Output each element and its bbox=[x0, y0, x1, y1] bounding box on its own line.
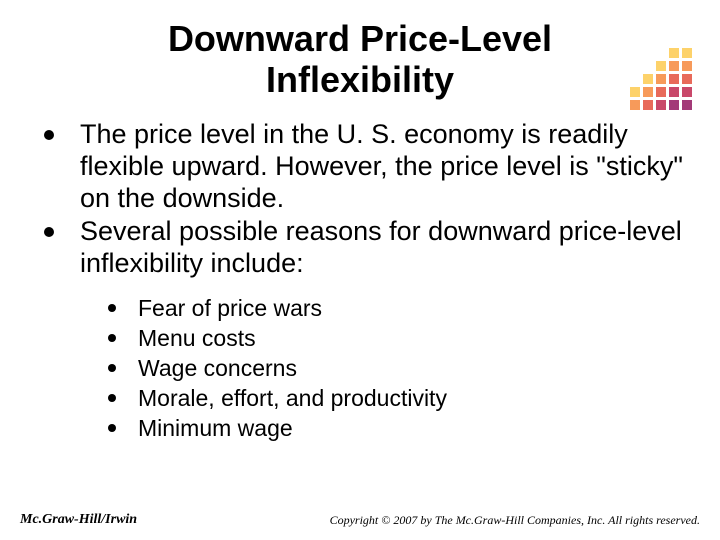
decor-square bbox=[682, 48, 692, 58]
decor-square bbox=[682, 61, 692, 71]
decor-square bbox=[656, 74, 666, 84]
footer-copyright: Copyright © 2007 by The Mc.Graw-Hill Com… bbox=[330, 513, 700, 528]
decor-square bbox=[669, 100, 679, 110]
decor-square bbox=[643, 61, 653, 71]
decor-square bbox=[643, 87, 653, 97]
sub-bullet-list: Fear of price wars Menu costs Wage conce… bbox=[30, 294, 690, 443]
decor-square bbox=[630, 61, 640, 71]
decor-square bbox=[656, 100, 666, 110]
sub-bullet-item: Wage concerns bbox=[108, 354, 690, 384]
decor-square bbox=[630, 100, 640, 110]
decor-square bbox=[656, 48, 666, 58]
decor-square bbox=[669, 61, 679, 71]
bullet-text: The price level in the U. S. economy is … bbox=[80, 119, 683, 213]
bullet-item: The price level in the U. S. economy is … bbox=[44, 119, 690, 215]
main-bullet-list: The price level in the U. S. economy is … bbox=[30, 119, 690, 280]
sub-bullet-text: Morale, effort, and productivity bbox=[138, 385, 447, 411]
bullet-item: Several possible reasons for downward pr… bbox=[44, 216, 690, 280]
sub-bullet-text: Menu costs bbox=[138, 325, 256, 351]
footer-publisher: Mc.Graw-Hill/Irwin bbox=[20, 512, 137, 528]
decor-square bbox=[643, 100, 653, 110]
bullet-text: Several possible reasons for downward pr… bbox=[80, 216, 682, 278]
decor-square bbox=[682, 87, 692, 97]
decor-square bbox=[630, 87, 640, 97]
decor-square bbox=[682, 100, 692, 110]
title-line-2: Inflexibility bbox=[266, 59, 454, 100]
decor-square bbox=[643, 48, 653, 58]
decor-square bbox=[669, 87, 679, 97]
decor-square bbox=[682, 74, 692, 84]
corner-decor bbox=[630, 48, 692, 110]
sub-bullet-text: Wage concerns bbox=[138, 355, 297, 381]
sub-bullet-item: Morale, effort, and productivity bbox=[108, 384, 690, 414]
sub-bullet-item: Minimum wage bbox=[108, 414, 690, 444]
slide: Downward Price-Level Inflexibility The p… bbox=[0, 0, 720, 540]
decor-square bbox=[669, 74, 679, 84]
decor-square bbox=[669, 48, 679, 58]
sub-bullet-item: Fear of price wars bbox=[108, 294, 690, 324]
slide-title: Downward Price-Level Inflexibility bbox=[30, 18, 690, 101]
title-line-1: Downward Price-Level bbox=[168, 18, 552, 59]
sub-bullet-item: Menu costs bbox=[108, 324, 690, 354]
footer: Mc.Graw-Hill/Irwin Copyright © 2007 by T… bbox=[20, 512, 700, 528]
decor-square bbox=[656, 61, 666, 71]
decor-square bbox=[643, 74, 653, 84]
decor-square bbox=[630, 74, 640, 84]
sub-bullet-text: Fear of price wars bbox=[138, 295, 322, 321]
sub-bullet-text: Minimum wage bbox=[138, 415, 293, 441]
decor-square bbox=[656, 87, 666, 97]
decor-square bbox=[630, 48, 640, 58]
